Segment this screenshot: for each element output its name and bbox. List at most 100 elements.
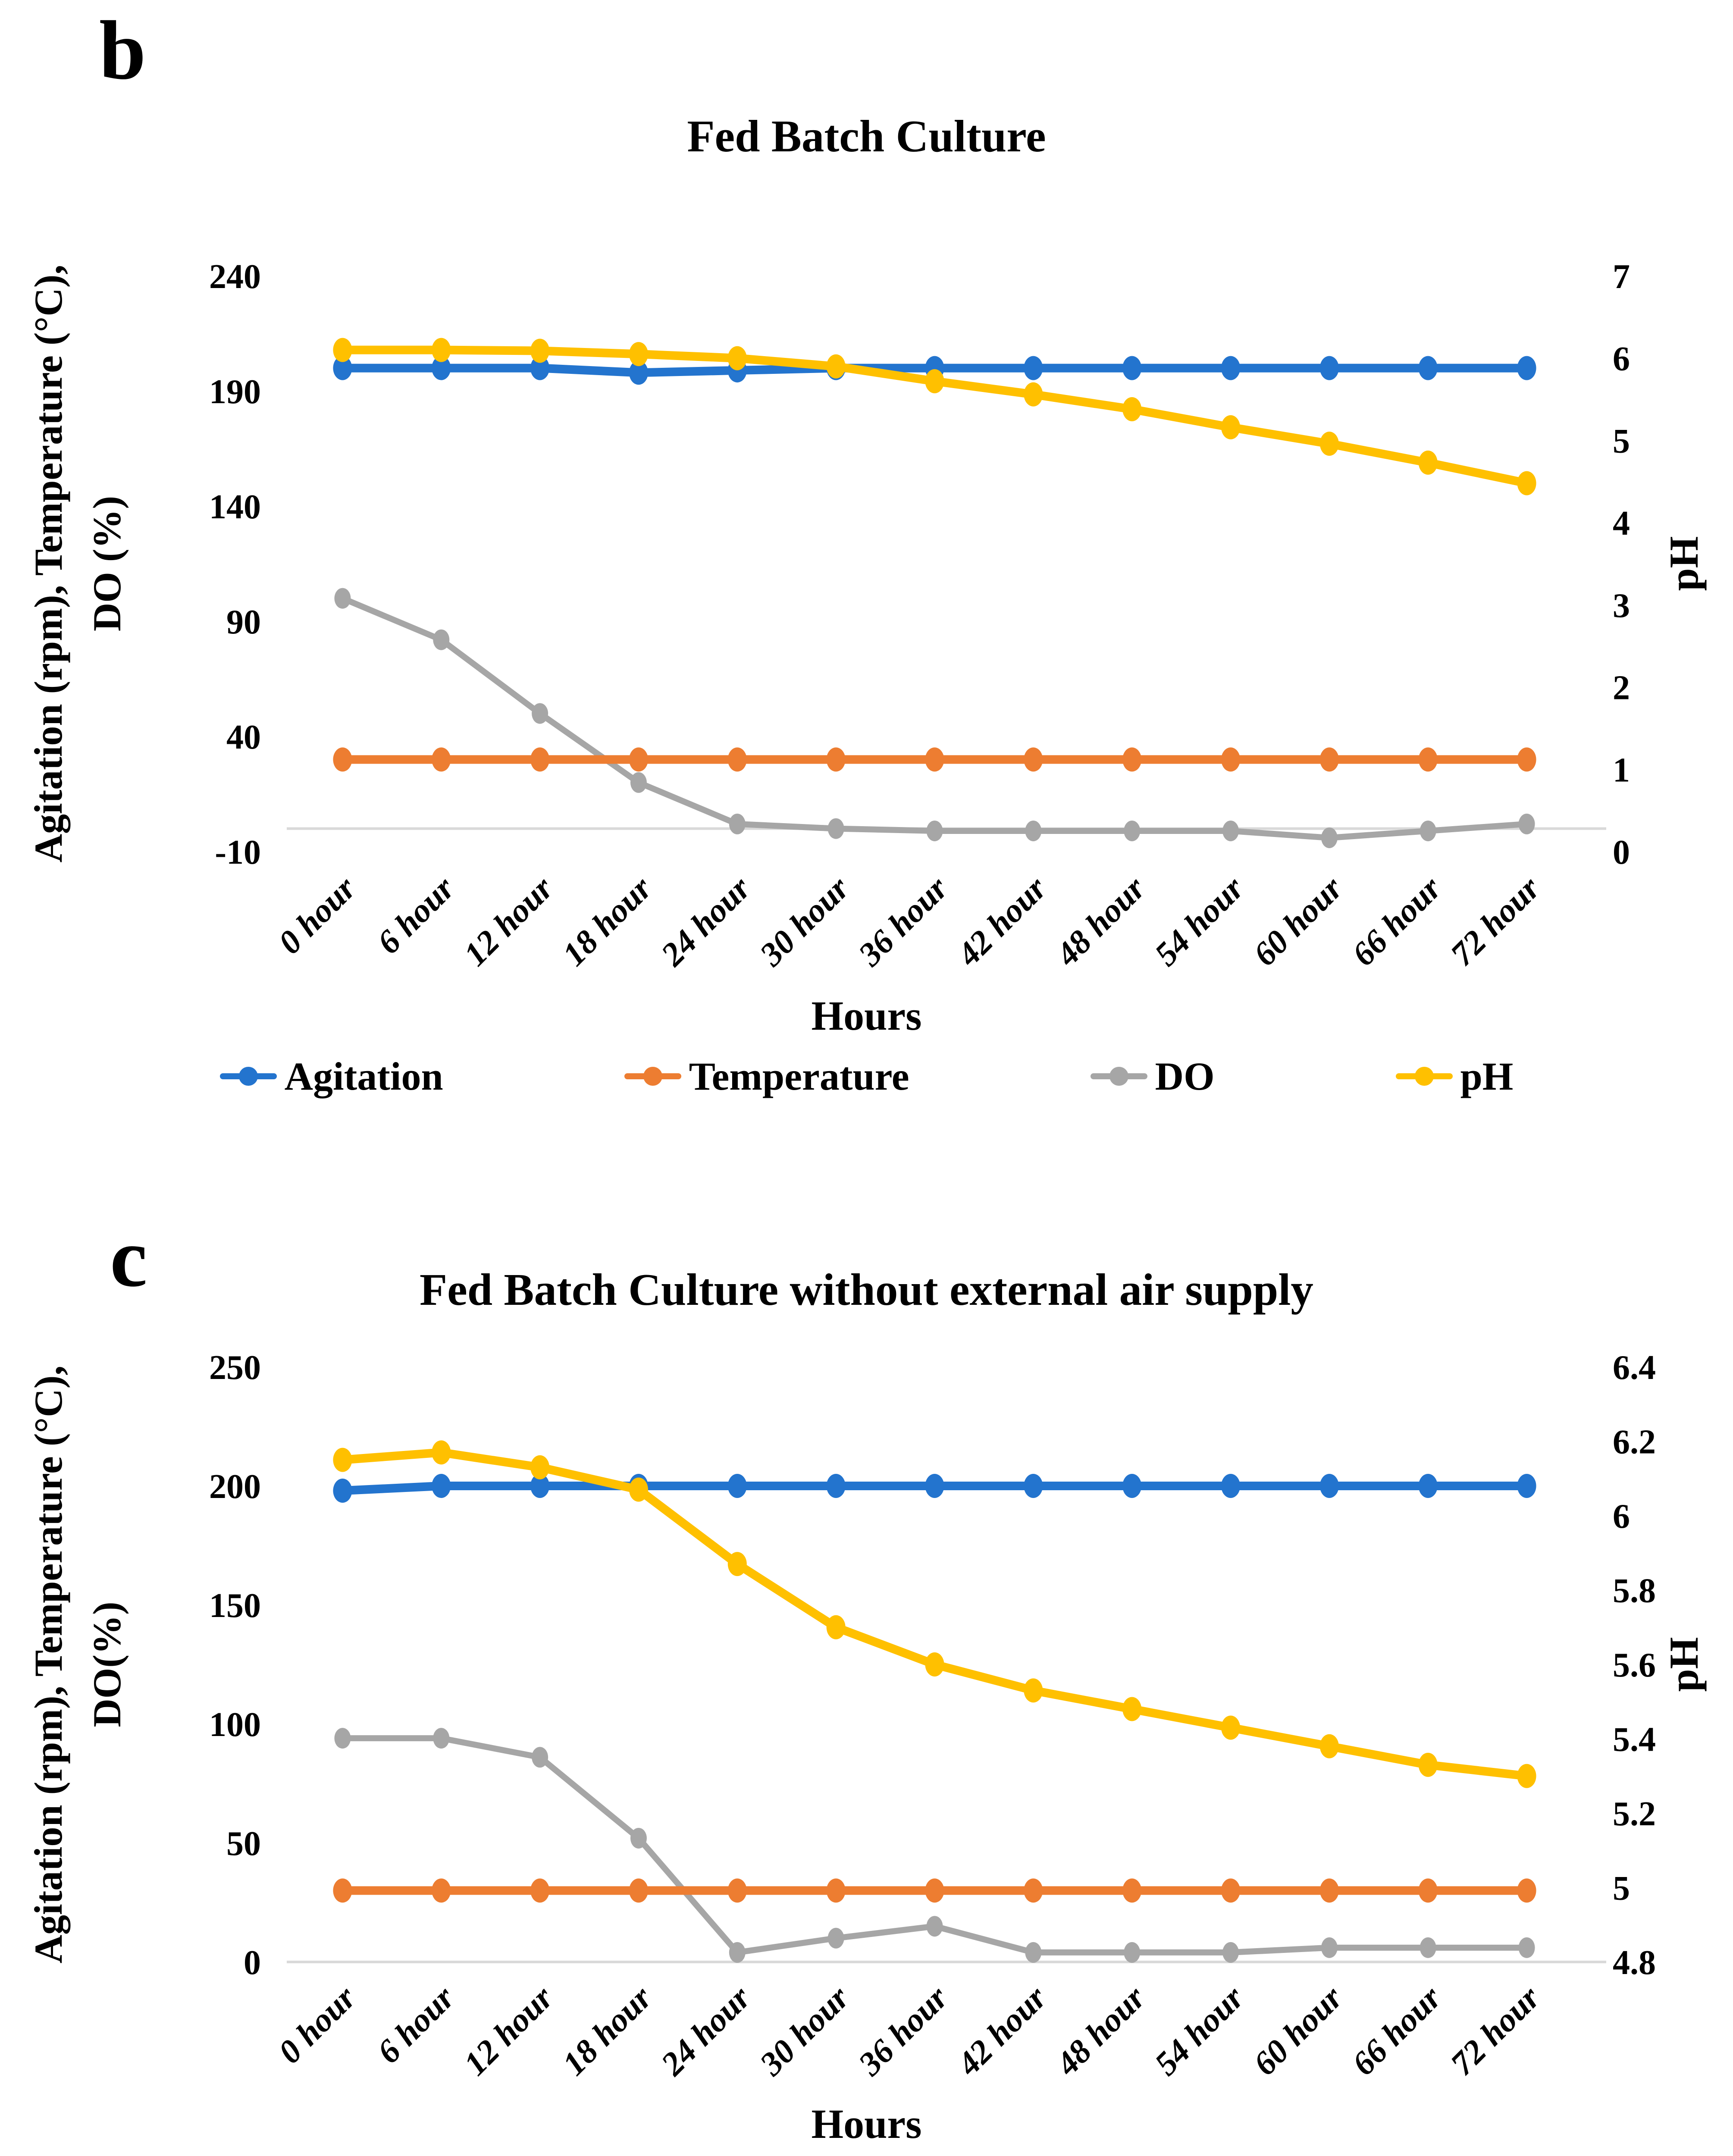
series-marker-ph bbox=[530, 338, 550, 363]
series-marker-ph bbox=[1122, 1697, 1142, 1721]
legend-label: Temperature bbox=[689, 1054, 909, 1098]
legend-label: pH bbox=[1460, 1054, 1514, 1098]
series-marker-agitation bbox=[1221, 1474, 1241, 1498]
series-marker-ph bbox=[1517, 1764, 1536, 1788]
chart-title: Fed Batch Culture bbox=[687, 111, 1046, 161]
series-marker-agitation bbox=[727, 1474, 747, 1498]
series-marker-temperature bbox=[530, 1878, 550, 1903]
series-marker-ph bbox=[530, 1455, 550, 1479]
series-marker-temperature bbox=[925, 747, 944, 772]
series-marker-agitation bbox=[826, 1474, 846, 1498]
series-marker-agitation bbox=[1122, 1474, 1142, 1498]
series-marker-do bbox=[433, 629, 450, 650]
series-marker-do bbox=[1420, 1937, 1436, 1958]
left-axis-tick-label: 90 bbox=[226, 603, 261, 641]
series-marker-do bbox=[1222, 1942, 1239, 1963]
x-axis-title: Hours bbox=[811, 993, 922, 1039]
series-marker-temperature bbox=[1319, 747, 1339, 772]
series-marker-temperature bbox=[1122, 747, 1142, 772]
series-marker-agitation bbox=[1024, 1474, 1043, 1498]
right-axis-tick-label: 4.8 bbox=[1613, 1944, 1656, 1982]
series-marker-agitation bbox=[629, 360, 648, 385]
series-marker-temperature bbox=[1221, 747, 1241, 772]
x-axis-tick-label: 12 hour bbox=[456, 869, 560, 973]
series-marker-agitation bbox=[1024, 356, 1043, 380]
legend: Agitation Temperature DO pH bbox=[0, 1056, 1733, 1096]
y-axis-title-right: pH bbox=[1661, 1637, 1707, 1692]
x-axis-tick-label: 54 hour bbox=[1147, 869, 1251, 973]
series-marker-do bbox=[630, 772, 647, 793]
series-marker-do bbox=[1321, 1937, 1338, 1958]
series-marker-do bbox=[532, 1747, 548, 1768]
right-axis-tick-label: 6.4 bbox=[1613, 1349, 1656, 1387]
left-axis-tick-label: 190 bbox=[209, 373, 261, 411]
series-marker-agitation bbox=[1418, 356, 1438, 380]
series-marker-ph bbox=[925, 369, 944, 394]
series-marker-agitation bbox=[333, 356, 352, 380]
series-marker-temperature bbox=[333, 747, 352, 772]
left-axis-tick-label: 50 bbox=[226, 1825, 261, 1863]
series-marker-agitation bbox=[432, 1474, 451, 1498]
legend-marker-icon bbox=[624, 1067, 681, 1086]
x-axis-tick-label: 6 hour bbox=[370, 1978, 462, 2071]
series-marker-ph bbox=[432, 1440, 451, 1465]
x-axis-tick-label: 24 hour bbox=[653, 869, 758, 973]
legend-label: DO bbox=[1155, 1054, 1215, 1098]
series-marker-do bbox=[1124, 1942, 1141, 1963]
series-marker-ph bbox=[1024, 382, 1043, 407]
series-marker-temperature bbox=[333, 1878, 352, 1903]
right-axis-tick-label: 5.8 bbox=[1613, 1572, 1656, 1610]
y-axis-title-left-line2: DO (%) bbox=[85, 495, 129, 632]
x-axis-tick-label: 30 hour bbox=[752, 869, 856, 973]
legend-item-ph: pH bbox=[1395, 1054, 1514, 1098]
legend-label: Agitation bbox=[284, 1054, 443, 1098]
series-marker-agitation bbox=[1221, 356, 1241, 380]
figure-panel-b: b Fed Batch Culture 240 190 140 90 40 -10 7 6 5 4… bbox=[0, 4, 1733, 1097]
series-marker-ph bbox=[1319, 1734, 1339, 1758]
series-marker-agitation bbox=[432, 356, 451, 380]
x-axis-tick-label: 42 hour bbox=[949, 869, 1054, 974]
series-marker-ph bbox=[333, 1448, 352, 1472]
series-marker-temperature bbox=[1418, 1878, 1438, 1903]
right-axis-tick-label: 5.4 bbox=[1613, 1721, 1656, 1759]
right-axis-tick-label: 0 bbox=[1613, 834, 1630, 871]
left-axis-tick-label: 40 bbox=[226, 718, 261, 756]
left-axis-tick-label: 200 bbox=[209, 1468, 261, 1506]
series-marker-do bbox=[1518, 813, 1535, 834]
y-axis-title-left-line2: DO(%) bbox=[85, 1601, 129, 1727]
series-marker-agitation bbox=[1517, 1474, 1536, 1498]
x-axis-tick-label: 36 hour bbox=[851, 1978, 955, 2083]
legend-dot-icon bbox=[1414, 1067, 1434, 1086]
right-axis-tick-label: 5.2 bbox=[1613, 1795, 1656, 1833]
x-axis-tick-label: 12 hour bbox=[456, 1978, 560, 2082]
series-marker-agitation bbox=[1418, 1474, 1438, 1498]
series-marker-ph bbox=[1024, 1678, 1043, 1703]
series-line-ph bbox=[342, 1448, 1527, 1780]
series-marker-temperature bbox=[432, 747, 451, 772]
series-marker-temperature bbox=[1024, 747, 1043, 772]
series-marker-temperature bbox=[727, 747, 747, 772]
x-axis-tick-label: 66 hour bbox=[1344, 1978, 1448, 2082]
series-marker-ph bbox=[1418, 1752, 1438, 1777]
series-marker-do bbox=[1025, 820, 1042, 841]
right-axis-tick-label: 5 bbox=[1613, 1870, 1630, 1908]
series-marker-agitation bbox=[333, 1479, 352, 1503]
left-axis-tick-label: 250 bbox=[209, 1349, 261, 1387]
x-axis-tick-label: 30 hour bbox=[752, 1978, 856, 2083]
series-marker-ph bbox=[1319, 432, 1339, 456]
panel-letter: b bbox=[99, 4, 146, 97]
right-axis-tick-label: 5 bbox=[1613, 422, 1630, 460]
x-axis-tick-label: 6 hour bbox=[370, 869, 462, 961]
x-axis-tick-label: 24 hour bbox=[653, 1978, 758, 2083]
legend-item-temperature: Temperature bbox=[624, 1056, 909, 1096]
series-marker-agitation bbox=[925, 1474, 944, 1498]
right-axis-tick-label: 1 bbox=[1613, 751, 1630, 789]
series-marker-temperature bbox=[1122, 1878, 1142, 1903]
series-marker-agitation bbox=[1122, 356, 1142, 380]
x-axis-tick-label: 18 hour bbox=[555, 869, 659, 973]
left-axis-tick-label: 140 bbox=[209, 488, 261, 526]
right-axis-tick-label: 3 bbox=[1613, 587, 1630, 625]
right-axis-tick-label: 4 bbox=[1613, 505, 1630, 542]
x-axis-tick-label: 36 hour bbox=[851, 869, 955, 973]
